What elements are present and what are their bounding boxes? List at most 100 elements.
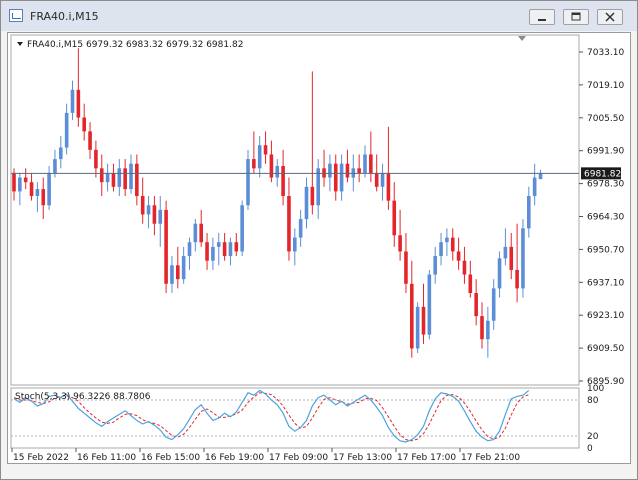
dropdown-triangle-icon[interactable] (17, 42, 23, 46)
candle-body (29, 182, 34, 197)
candle-body (23, 177, 28, 183)
title-bar[interactable]: FRA40.i,M15 (1, 1, 637, 31)
stoch-signal-line (13, 392, 529, 442)
window-title: FRA40.i,M15 (30, 10, 99, 23)
price-chart[interactable]: FRA40.i,M15 6979.32 6983.32 6979.32 6981… (8, 33, 630, 463)
restore-button[interactable] (563, 9, 589, 25)
candle-body (59, 147, 63, 160)
candle-body (275, 166, 280, 178)
chart-area[interactable]: FRA40.i,M15 6979.32 6983.32 6979.32 6981… (7, 32, 631, 464)
candle-body (316, 168, 320, 206)
chart-shift-marker[interactable] (518, 36, 526, 41)
candle-body (99, 168, 104, 183)
candle-body (47, 172, 51, 206)
candle-body (187, 242, 192, 257)
time-axis-label: 16 Feb 19:00 (205, 453, 264, 463)
candle-body (497, 258, 502, 289)
stoch-axis-label: 100 (587, 384, 604, 394)
stoch-main-line (13, 389, 530, 443)
price-axis-label: 6923.10 (587, 311, 624, 321)
candle-body (474, 293, 478, 317)
candle-body (146, 205, 151, 215)
current-price-label: 6981.82 (584, 169, 621, 179)
candle-body (304, 186, 309, 220)
candle-body (310, 186, 315, 206)
candle-body (35, 189, 40, 197)
candle-body (152, 205, 157, 224)
candle-body (199, 223, 203, 243)
candle-body (415, 306, 420, 349)
candle-body (404, 251, 408, 284)
candle-body (123, 168, 127, 190)
minimize-icon (538, 19, 546, 21)
price-axis-label: 7019.10 (587, 81, 624, 91)
candle-body (269, 154, 274, 178)
candle-body (88, 131, 92, 150)
time-axis-label: 15 Feb 2022 (13, 453, 69, 463)
price-axis-label: 6937.10 (587, 278, 624, 288)
candle-body (392, 200, 397, 236)
candle-body (328, 163, 332, 178)
price-axis-label: 6991.90 (587, 147, 624, 157)
candle-body (538, 173, 543, 180)
candle-body (140, 196, 145, 215)
candle-body (257, 145, 262, 169)
candle-body (468, 274, 473, 294)
candle-body (491, 288, 496, 321)
candle-body (486, 320, 490, 340)
candle-body (234, 242, 239, 252)
candle-body (193, 223, 198, 243)
minimize-button[interactable] (529, 9, 555, 25)
candle-body (228, 242, 233, 257)
candle-body (527, 196, 531, 229)
candle-body (129, 163, 133, 190)
candle-body (222, 242, 227, 257)
candle-body (450, 237, 455, 252)
price-axis: 7033.10 7019.10 7005.50 6991.90 6978.30 6964.… (579, 48, 624, 387)
candle-body (298, 219, 303, 238)
close-icon (605, 12, 615, 22)
candle-body (205, 242, 209, 261)
main-plot-border (10, 34, 580, 386)
candle-body (357, 168, 361, 173)
price-axis-label: 6909.50 (587, 344, 624, 354)
candle-body (64, 112, 69, 148)
candle-body (480, 316, 484, 340)
candle-body (339, 163, 344, 192)
stoch-axis-label: 80 (587, 396, 599, 406)
candle-body (509, 246, 514, 270)
candle-body (456, 251, 461, 261)
candle-body (345, 163, 350, 178)
candle-body (427, 274, 432, 335)
stoch-plot-border (10, 387, 580, 449)
candle-body (12, 172, 16, 192)
price-axis-label: 7005.50 (587, 114, 624, 124)
time-axis-label: 16 Feb 15:00 (141, 453, 200, 463)
candle-body (216, 242, 221, 247)
candle-body (363, 154, 367, 173)
candle-body (386, 172, 391, 201)
close-button[interactable] (597, 9, 623, 25)
current-price-box (581, 167, 621, 180)
restore-icon (571, 12, 581, 21)
candle-body (105, 172, 110, 183)
candle-body (41, 189, 46, 206)
candle-body (374, 172, 379, 187)
price-axis-label: 7033.10 (587, 48, 624, 58)
candle-body (94, 149, 98, 169)
stoch-header: Stoch(5,3,3) 96.3226 88.7806 (15, 392, 151, 402)
stoch-axis: 100 80 20 0 (587, 384, 604, 454)
candles-layer (12, 48, 543, 358)
candle-body (462, 260, 467, 275)
candle-body (293, 237, 297, 252)
candle-body (532, 177, 537, 197)
candle-body (445, 237, 449, 243)
candle-body (521, 228, 525, 289)
candle-body (176, 265, 180, 280)
candle-body (111, 172, 116, 187)
candle-body (410, 283, 414, 349)
candle-body (18, 177, 22, 192)
candle-body (433, 256, 437, 275)
time-axis-label: 17 Feb 21:00 (461, 453, 520, 463)
